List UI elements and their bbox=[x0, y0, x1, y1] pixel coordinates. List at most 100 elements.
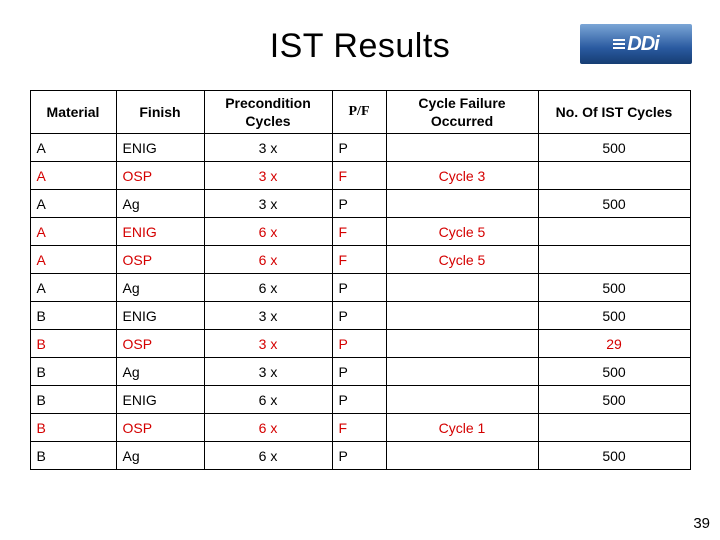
cell-cycles bbox=[538, 414, 690, 442]
cell-finish: Ag bbox=[116, 190, 204, 218]
table-row: AAg3 xP 500 bbox=[30, 190, 690, 218]
cell-finish: OSP bbox=[116, 330, 204, 358]
logo-text: DDi bbox=[627, 33, 658, 56]
col-precondition: Precondition Cycles bbox=[204, 91, 332, 134]
table-row: BAg3 xP 500 bbox=[30, 358, 690, 386]
cell-cycles: 500 bbox=[538, 190, 690, 218]
table-row: AOSP3 xFCycle 3 bbox=[30, 162, 690, 190]
cell-pf: P bbox=[332, 134, 386, 162]
cell-cycles: 500 bbox=[538, 386, 690, 414]
cell-failure: Cycle 5 bbox=[386, 218, 538, 246]
cell-pf: P bbox=[332, 330, 386, 358]
cell-precondition: 3 x bbox=[204, 358, 332, 386]
cell-precondition: 6 x bbox=[204, 246, 332, 274]
cell-finish: ENIG bbox=[116, 218, 204, 246]
cell-failure bbox=[386, 302, 538, 330]
logo: DDi bbox=[580, 24, 692, 64]
table-row: BENIG3 xP 500 bbox=[30, 302, 690, 330]
cell-failure bbox=[386, 274, 538, 302]
logo-box: DDi bbox=[580, 24, 692, 64]
col-finish: Finish bbox=[116, 91, 204, 134]
cell-finish: Ag bbox=[116, 274, 204, 302]
cell-pf: P bbox=[332, 302, 386, 330]
table-row: BENIG6 xP 500 bbox=[30, 386, 690, 414]
ist-results-table: Material Finish Precondition Cycles P/F … bbox=[30, 90, 691, 470]
cell-material: A bbox=[30, 190, 116, 218]
table-row: AENIG3 xP 500 bbox=[30, 134, 690, 162]
cell-pf: P bbox=[332, 442, 386, 470]
table-row: BAg6 xP 500 bbox=[30, 442, 690, 470]
cell-material: A bbox=[30, 218, 116, 246]
cell-material: A bbox=[30, 274, 116, 302]
cell-cycles bbox=[538, 246, 690, 274]
cell-precondition: 6 x bbox=[204, 218, 332, 246]
table-header: Material Finish Precondition Cycles P/F … bbox=[30, 91, 690, 134]
logo-stripes-icon bbox=[613, 39, 625, 49]
cell-finish: OSP bbox=[116, 414, 204, 442]
cell-cycles: 500 bbox=[538, 442, 690, 470]
cell-failure: Cycle 3 bbox=[386, 162, 538, 190]
cell-material: B bbox=[30, 414, 116, 442]
cell-failure bbox=[386, 358, 538, 386]
cell-failure bbox=[386, 134, 538, 162]
cell-material: A bbox=[30, 134, 116, 162]
cell-pf: F bbox=[332, 218, 386, 246]
cell-failure bbox=[386, 386, 538, 414]
cell-cycles bbox=[538, 162, 690, 190]
cell-cycles: 29 bbox=[538, 330, 690, 358]
cell-precondition: 3 x bbox=[204, 162, 332, 190]
cell-material: B bbox=[30, 302, 116, 330]
cell-precondition: 3 x bbox=[204, 330, 332, 358]
cell-failure: Cycle 5 bbox=[386, 246, 538, 274]
cell-finish: Ag bbox=[116, 358, 204, 386]
cell-precondition: 6 x bbox=[204, 386, 332, 414]
cell-cycles bbox=[538, 218, 690, 246]
cell-precondition: 3 x bbox=[204, 302, 332, 330]
col-material: Material bbox=[30, 91, 116, 134]
page-number: 39 bbox=[693, 515, 710, 532]
col-failure: Cycle Failure Occurred bbox=[386, 91, 538, 134]
cell-pf: F bbox=[332, 246, 386, 274]
cell-material: B bbox=[30, 442, 116, 470]
cell-cycles: 500 bbox=[538, 302, 690, 330]
cell-pf: F bbox=[332, 414, 386, 442]
cell-pf: P bbox=[332, 358, 386, 386]
table-body: AENIG3 xP500AOSP3 xFCycle 3AAg3 xP500AEN… bbox=[30, 134, 690, 470]
cell-cycles: 500 bbox=[538, 274, 690, 302]
cell-finish: OSP bbox=[116, 246, 204, 274]
table-row: AAg6 xP 500 bbox=[30, 274, 690, 302]
cell-precondition: 3 x bbox=[204, 190, 332, 218]
header: IST Results DDi bbox=[28, 18, 692, 74]
cell-precondition: 6 x bbox=[204, 274, 332, 302]
cell-material: A bbox=[30, 246, 116, 274]
cell-finish: ENIG bbox=[116, 386, 204, 414]
cell-finish: OSP bbox=[116, 162, 204, 190]
cell-material: A bbox=[30, 162, 116, 190]
table-row: AOSP6 xFCycle 5 bbox=[30, 246, 690, 274]
cell-material: B bbox=[30, 330, 116, 358]
cell-finish: ENIG bbox=[116, 302, 204, 330]
cell-failure: Cycle 1 bbox=[386, 414, 538, 442]
table-row: BOSP3 xP 29 bbox=[30, 330, 690, 358]
cell-failure bbox=[386, 190, 538, 218]
cell-pf: P bbox=[332, 386, 386, 414]
col-cycles: No. Of IST Cycles bbox=[538, 91, 690, 134]
page-title: IST Results bbox=[270, 27, 451, 66]
cell-precondition: 6 x bbox=[204, 442, 332, 470]
cell-pf: F bbox=[332, 162, 386, 190]
cell-material: B bbox=[30, 386, 116, 414]
slide: IST Results DDi Material Finish Precondi… bbox=[0, 0, 720, 540]
cell-finish: Ag bbox=[116, 442, 204, 470]
cell-failure bbox=[386, 442, 538, 470]
cell-failure bbox=[386, 330, 538, 358]
cell-material: B bbox=[30, 358, 116, 386]
cell-precondition: 3 x bbox=[204, 134, 332, 162]
cell-cycles: 500 bbox=[538, 358, 690, 386]
cell-pf: P bbox=[332, 190, 386, 218]
col-pf: P/F bbox=[332, 91, 386, 134]
cell-precondition: 6 x bbox=[204, 414, 332, 442]
cell-finish: ENIG bbox=[116, 134, 204, 162]
cell-pf: P bbox=[332, 274, 386, 302]
table-row: AENIG6 xFCycle 5 bbox=[30, 218, 690, 246]
cell-cycles: 500 bbox=[538, 134, 690, 162]
